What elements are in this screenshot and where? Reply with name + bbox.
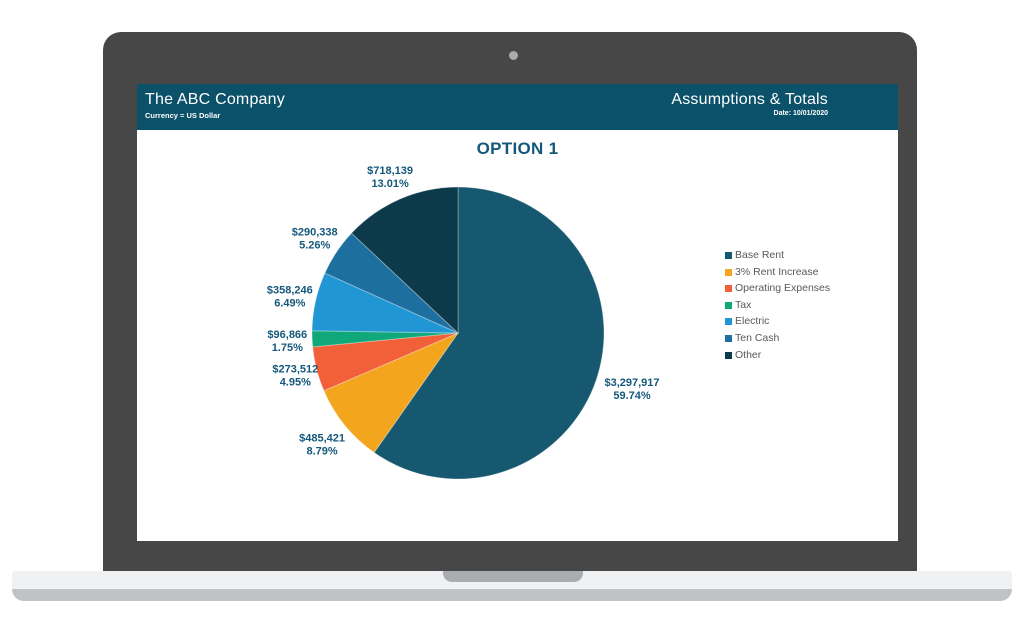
legend-label: Tax xyxy=(735,298,752,311)
legend-swatch-icon xyxy=(725,268,732,276)
header-left: The ABC Company Currency = US Dollar xyxy=(145,91,285,120)
pie-slice-tax xyxy=(311,330,459,348)
laptop-screen: The ABC Company Currency = US Dollar Ass… xyxy=(137,84,898,541)
legend-label: Electric xyxy=(735,315,770,328)
pie-slice-electric xyxy=(311,272,459,334)
currency-note: Currency = US Dollar xyxy=(145,111,221,120)
laptop-hinge-notch xyxy=(443,571,583,582)
pie-slice-other xyxy=(350,186,459,335)
legend-item-other: Other xyxy=(725,349,830,362)
legend-item-tax: Tax xyxy=(725,299,830,312)
legend-swatch-icon xyxy=(725,285,732,293)
company-name: The ABC Company xyxy=(145,91,285,108)
report-title: Assumptions & Totals xyxy=(671,91,828,108)
laptop-base-lip xyxy=(12,589,1012,601)
slice-label-electric: $358,246 6.49% xyxy=(267,285,313,310)
legend-item-3-rent-increase: 3% Rent Increase xyxy=(725,266,830,279)
legend-item-base-rent: Base Rent xyxy=(725,249,830,262)
laptop-base xyxy=(12,571,1012,601)
slice-label-base-rent: $3,297,917 59.74% xyxy=(604,377,659,402)
header-right: Assumptions & Totals Date: 10/01/2020 xyxy=(671,91,828,117)
legend-swatch-icon xyxy=(725,301,732,309)
legend-swatch-icon xyxy=(725,334,732,342)
slice-label-ten-cash: $290,338 5.26% xyxy=(292,226,338,251)
slice-label-operating-expenses: $273,512 4.95% xyxy=(272,364,318,389)
legend-swatch-icon xyxy=(725,252,732,259)
legend-swatch-icon xyxy=(725,351,732,359)
report-header: The ABC Company Currency = US Dollar Ass… xyxy=(137,84,898,130)
legend-label: Ten Cash xyxy=(735,331,780,344)
slice-label-tax: $96,866 1.75% xyxy=(267,329,307,354)
slice-label-other: $718,139 13.01% xyxy=(367,165,413,190)
chart-title: OPTION 1 xyxy=(476,139,559,158)
legend-item-operating-expenses: Operating Expenses xyxy=(725,282,830,295)
pie-slice-base-rent xyxy=(373,186,605,480)
legend-label: Operating Expenses xyxy=(735,282,831,295)
chart-legend: Base Rent 3% Rent Increase Operating Expen… xyxy=(725,249,830,362)
legend-item-electric: Electric xyxy=(725,315,830,328)
pie-chart: $3,297,917 59.74% $485,421 8.79% $273,512 4.9… xyxy=(267,165,660,480)
pie-slice-ten-cash xyxy=(324,232,459,334)
legend-label: Other xyxy=(735,348,762,361)
legend-swatch-icon xyxy=(725,318,732,326)
slice-label-3-rent-increase: $485,421 8.79% xyxy=(299,433,345,458)
laptop-bezel: The ABC Company Currency = US Dollar Ass… xyxy=(103,32,917,571)
legend-item-ten-cash: Ten Cash xyxy=(725,332,830,345)
legend-label: Base Rent xyxy=(735,249,785,261)
webcam-icon xyxy=(509,51,518,60)
report-date: Date: 10/01/2020 xyxy=(773,110,828,117)
legend-label: 3% Rent Increase xyxy=(735,265,819,278)
pie-slice-operating-expenses xyxy=(312,332,459,392)
pie-slice-3-rent-increase xyxy=(323,331,460,454)
